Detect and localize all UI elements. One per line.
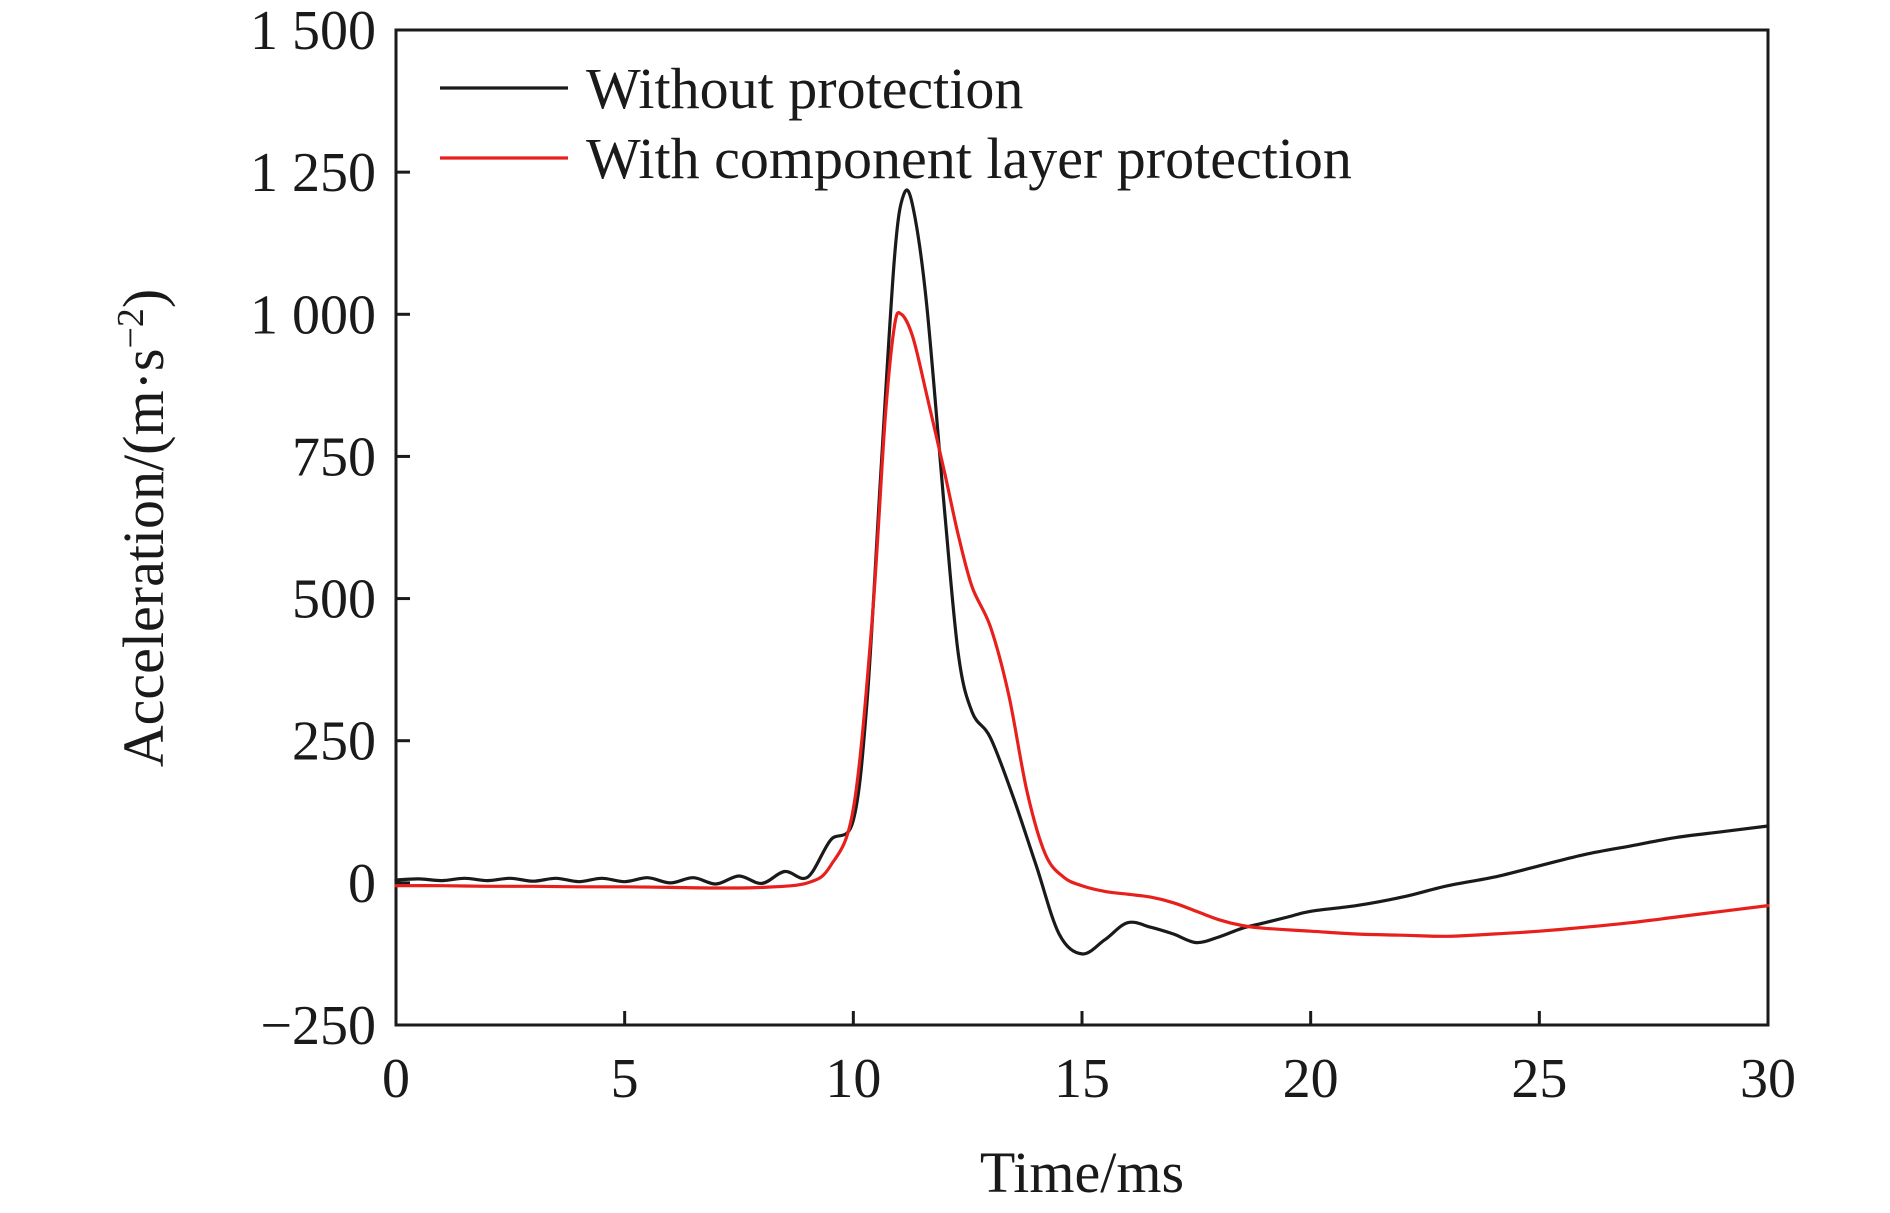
y-axis-label-main: Acceleration/(m·s [111, 349, 176, 768]
y-axis-label-exponent: −2 [110, 308, 152, 348]
x-tick-label: 15 [1054, 1048, 1110, 1110]
y-tick-label: 250 [292, 711, 376, 773]
x-tick-label: 25 [1511, 1048, 1567, 1110]
y-tick-label: 1 250 [250, 142, 376, 204]
y-tick-label: 750 [292, 426, 376, 488]
x-tick-label: 30 [1740, 1048, 1796, 1110]
x-axis-label: Time/ms [980, 1140, 1184, 1205]
series-lines [394, 188, 1770, 956]
y-tick-label: 1 000 [250, 284, 376, 346]
x-tick-label: 10 [825, 1048, 881, 1110]
series-line-without-protection [394, 188, 1770, 956]
series-line-with-component-layer-protection [394, 310, 1770, 938]
y-tick-label: 500 [292, 569, 376, 631]
y-tick-label: 0 [348, 853, 376, 915]
legend: Without protection With component layer … [440, 56, 1352, 191]
x-tick-label: 0 [382, 1048, 410, 1110]
y-axis-label: Acceleration/(m·s−2) [110, 289, 176, 767]
x-tick-label: 20 [1283, 1048, 1339, 1110]
legend-label-with-component-layer-protection: With component layer protection [586, 126, 1352, 191]
x-tick-label: 5 [611, 1048, 639, 1110]
legend-label-without-protection: Without protection [586, 56, 1023, 121]
y-tick-label: −250 [260, 995, 376, 1057]
y-axis-label-close: ) [111, 289, 176, 308]
y-tick-label: 1 500 [250, 0, 376, 62]
